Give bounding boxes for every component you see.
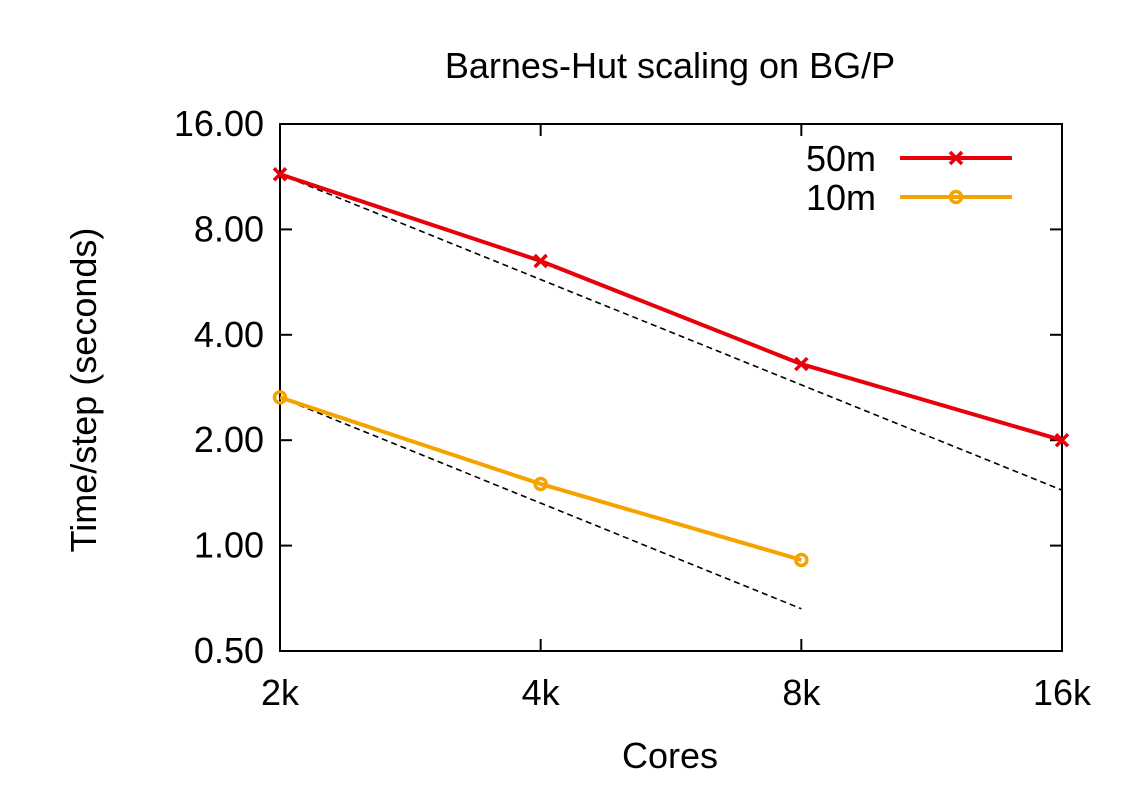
data-point-50m [1054, 432, 1070, 448]
legend-marker-50m [948, 150, 964, 166]
data-point-10m [272, 390, 288, 405]
ideal-scaling-line-50m [279, 173, 1063, 491]
y-tick-label: 16.00 [174, 103, 264, 144]
x-tick-label: 16k [1033, 672, 1092, 713]
y-tick-label: 8.00 [194, 208, 264, 249]
x-tick-label: 4k [522, 672, 561, 713]
ideal-scaling-line-10m [279, 396, 802, 610]
chart-title: Barnes-Hut scaling on BG/P [445, 45, 895, 86]
series-line-10m [279, 395, 802, 562]
plot-frame [279, 123, 1063, 652]
x-tick-label: 2k [261, 672, 300, 713]
legend-label-50m: 50m [806, 138, 876, 179]
plot-area: 0.50 1.00 2.00 4.00 8.00 16.00 2k 4k 8k 16k [174, 103, 1092, 713]
x-axis-label: Cores [622, 735, 718, 776]
data-point-10m [794, 552, 809, 568]
data-point-50m [533, 253, 548, 269]
data-point-10m [533, 476, 548, 492]
y-axis-label: Time/step (seconds) [63, 228, 104, 553]
y-tick-label: 1.00 [194, 525, 264, 566]
legend-marker-10m [948, 189, 964, 205]
x-tick-label: 8k [782, 672, 821, 713]
legend-label-10m: 10m [806, 177, 876, 218]
series-line-50m [279, 172, 1063, 443]
y-tick-label: 0.50 [194, 630, 264, 671]
y-tick-label: 2.00 [194, 419, 264, 460]
data-point-50m [794, 356, 809, 372]
y-tick-label: 4.00 [194, 314, 264, 355]
data-point-50m [272, 166, 288, 182]
